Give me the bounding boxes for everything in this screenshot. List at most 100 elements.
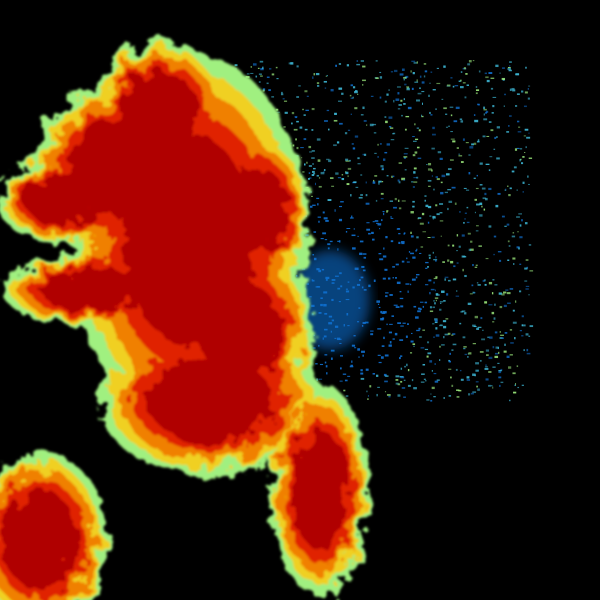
echo-speckle — [430, 399, 433, 402]
echo-speckle — [415, 99, 420, 102]
echo-speckle — [498, 351, 500, 354]
echo-speckle — [388, 116, 393, 119]
echo-speckle — [494, 352, 499, 355]
echo-speckle — [428, 279, 432, 282]
echo-speckle — [504, 332, 508, 334]
echo-speckle — [366, 390, 368, 393]
echo-speckle — [379, 96, 382, 99]
echo-speckle — [479, 359, 482, 362]
echo-speckle — [494, 331, 498, 334]
echo-speckle — [409, 352, 413, 354]
echo-speckle — [525, 285, 530, 287]
echo-speckle — [480, 317, 483, 320]
echo-speckle — [312, 204, 316, 206]
echo-speckle — [357, 348, 360, 351]
echo-speckle — [483, 113, 485, 116]
echo-speckle — [465, 142, 469, 144]
echo-speckle — [426, 355, 429, 358]
echo-speckle — [428, 185, 431, 187]
echo-speckle — [304, 90, 308, 93]
echo-speckle — [421, 212, 425, 216]
echo-speckle — [380, 317, 384, 321]
echo-speckle — [492, 96, 497, 98]
echo-speckle — [476, 282, 479, 284]
echo-speckle — [503, 350, 507, 353]
echo-speckle — [347, 129, 351, 131]
echo-speckle — [255, 75, 258, 78]
echo-speckle — [434, 289, 436, 292]
echo-speckle — [491, 112, 494, 114]
echo-speckle — [396, 228, 401, 230]
echo-speckle — [440, 181, 443, 184]
echo-speckle — [370, 333, 374, 336]
echo-speckle — [410, 211, 414, 214]
echo-speckle — [468, 154, 471, 156]
echo-speckle — [419, 308, 422, 311]
echo-speckle — [319, 363, 324, 366]
echo-speckle — [447, 189, 452, 191]
echo-speckle — [345, 158, 349, 161]
echo-speckle — [462, 138, 465, 141]
echo-speckle — [506, 223, 510, 226]
echo-speckle — [476, 225, 479, 227]
echo-speckle — [268, 89, 271, 92]
echo-speckle — [388, 395, 391, 398]
echo-speckle — [384, 116, 387, 118]
echo-speckle — [513, 166, 517, 169]
echo-speckle — [439, 301, 444, 303]
echo-speckle — [454, 85, 459, 87]
echo-speckle — [470, 248, 474, 251]
echo-speckle — [446, 84, 451, 87]
echo-speckle — [436, 213, 440, 216]
echo-speckle — [512, 257, 516, 260]
echo-speckle — [477, 139, 480, 142]
echo-speckle — [507, 68, 511, 70]
echo-speckle — [419, 336, 422, 338]
echo-speckle — [445, 318, 449, 320]
echo-speckle — [521, 315, 524, 318]
echo-speckle — [412, 186, 415, 188]
echo-speckle — [447, 244, 450, 247]
echo-speckle — [365, 202, 370, 205]
echo-speckle — [246, 73, 250, 75]
echo-speckle — [404, 83, 407, 86]
echo-speckle — [318, 185, 322, 188]
echo-speckle — [443, 335, 445, 339]
echo-speckle — [461, 234, 465, 237]
echo-speckle — [444, 191, 448, 194]
echo-speckle — [405, 115, 410, 118]
echo-speckle — [373, 179, 375, 183]
echo-speckle — [383, 247, 385, 250]
echo-speckle — [474, 374, 476, 377]
echo-speckle — [470, 392, 474, 395]
echo-speckle — [479, 350, 484, 353]
echo-speckle — [313, 172, 316, 175]
echo-speckle — [407, 106, 412, 110]
echo-speckle — [519, 290, 522, 293]
echo-speckle — [425, 261, 429, 264]
echo-speckle — [434, 380, 439, 383]
echo-speckle — [307, 178, 310, 180]
echo-speckle — [382, 210, 385, 213]
echo-speckle — [490, 77, 495, 79]
echo-speckle — [381, 181, 384, 183]
echo-speckle — [482, 135, 486, 138]
echo-speckle — [506, 130, 510, 133]
echo-speckle — [379, 143, 382, 145]
echo-speckle — [342, 373, 347, 375]
echo-speckle — [503, 105, 505, 107]
echo-speckle — [393, 132, 396, 135]
echo-speckle — [505, 188, 507, 191]
echo-speckle — [257, 67, 260, 69]
echo-speckle — [472, 291, 475, 294]
echo-speckle — [365, 194, 368, 197]
echo-speckle — [410, 235, 414, 238]
echo-speckle — [459, 118, 463, 120]
echo-speckle — [383, 336, 385, 340]
echo-speckle — [337, 240, 340, 242]
echo-speckle — [466, 206, 469, 209]
echo-speckle — [386, 323, 388, 326]
echo-speckle — [411, 332, 413, 335]
echo-speckle — [419, 222, 424, 225]
echo-speckle — [339, 122, 343, 125]
